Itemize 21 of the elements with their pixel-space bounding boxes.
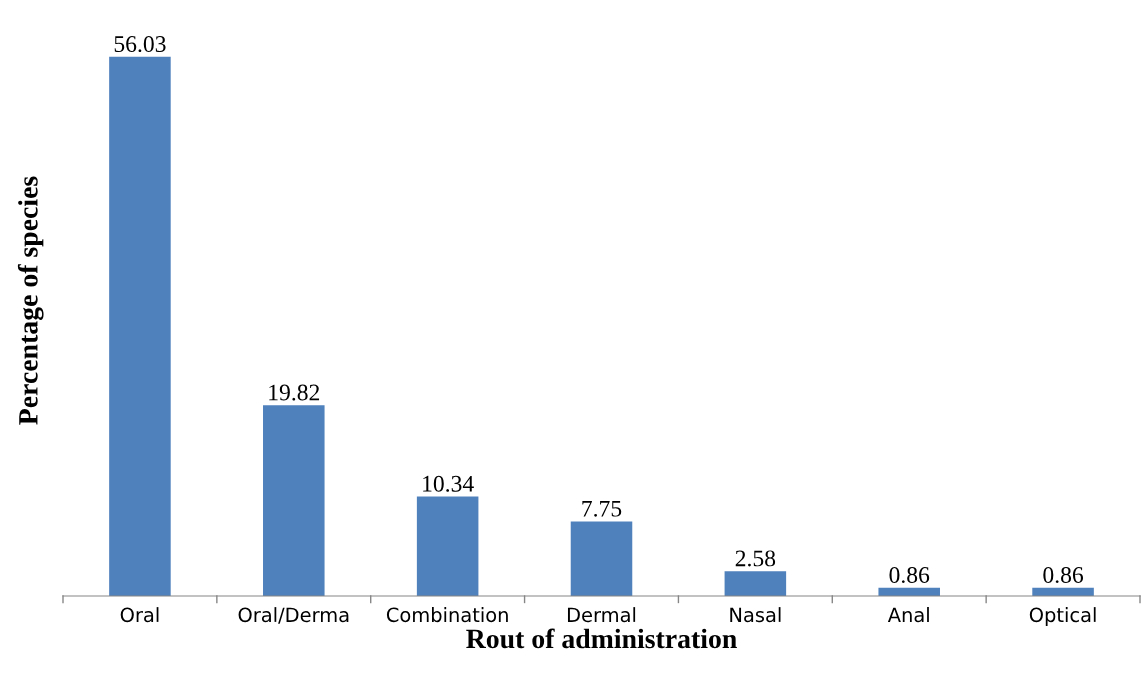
x-tick-label: Combination: [386, 607, 508, 623]
x-tick-label: Dermal: [567, 607, 636, 623]
bar: [416, 496, 479, 596]
data-label: 0.86: [889, 566, 930, 584]
data-label: 2.58: [735, 550, 776, 567]
x-tick-label: Optical: [1029, 607, 1096, 626]
bar: [570, 521, 633, 596]
data-label: 10.34: [423, 475, 474, 492]
bar: [263, 405, 325, 596]
data-label: 7.75: [582, 500, 622, 517]
data-label: 56.03: [114, 36, 166, 53]
x-tick-label: Anal: [887, 607, 929, 623]
x-tick-label: Oral/Derma: [238, 607, 349, 624]
data-label: 19.82: [269, 384, 320, 401]
y-axis-title: Percentage of species: [17, 176, 44, 425]
x-tick-label: Nasal: [730, 607, 781, 623]
bar: [109, 56, 171, 596]
bar: [724, 571, 787, 596]
data-label: 0.86: [1043, 566, 1084, 584]
x-axis-title: Rout of administration: [466, 628, 737, 649]
x-tick-label: Oral: [120, 607, 159, 623]
